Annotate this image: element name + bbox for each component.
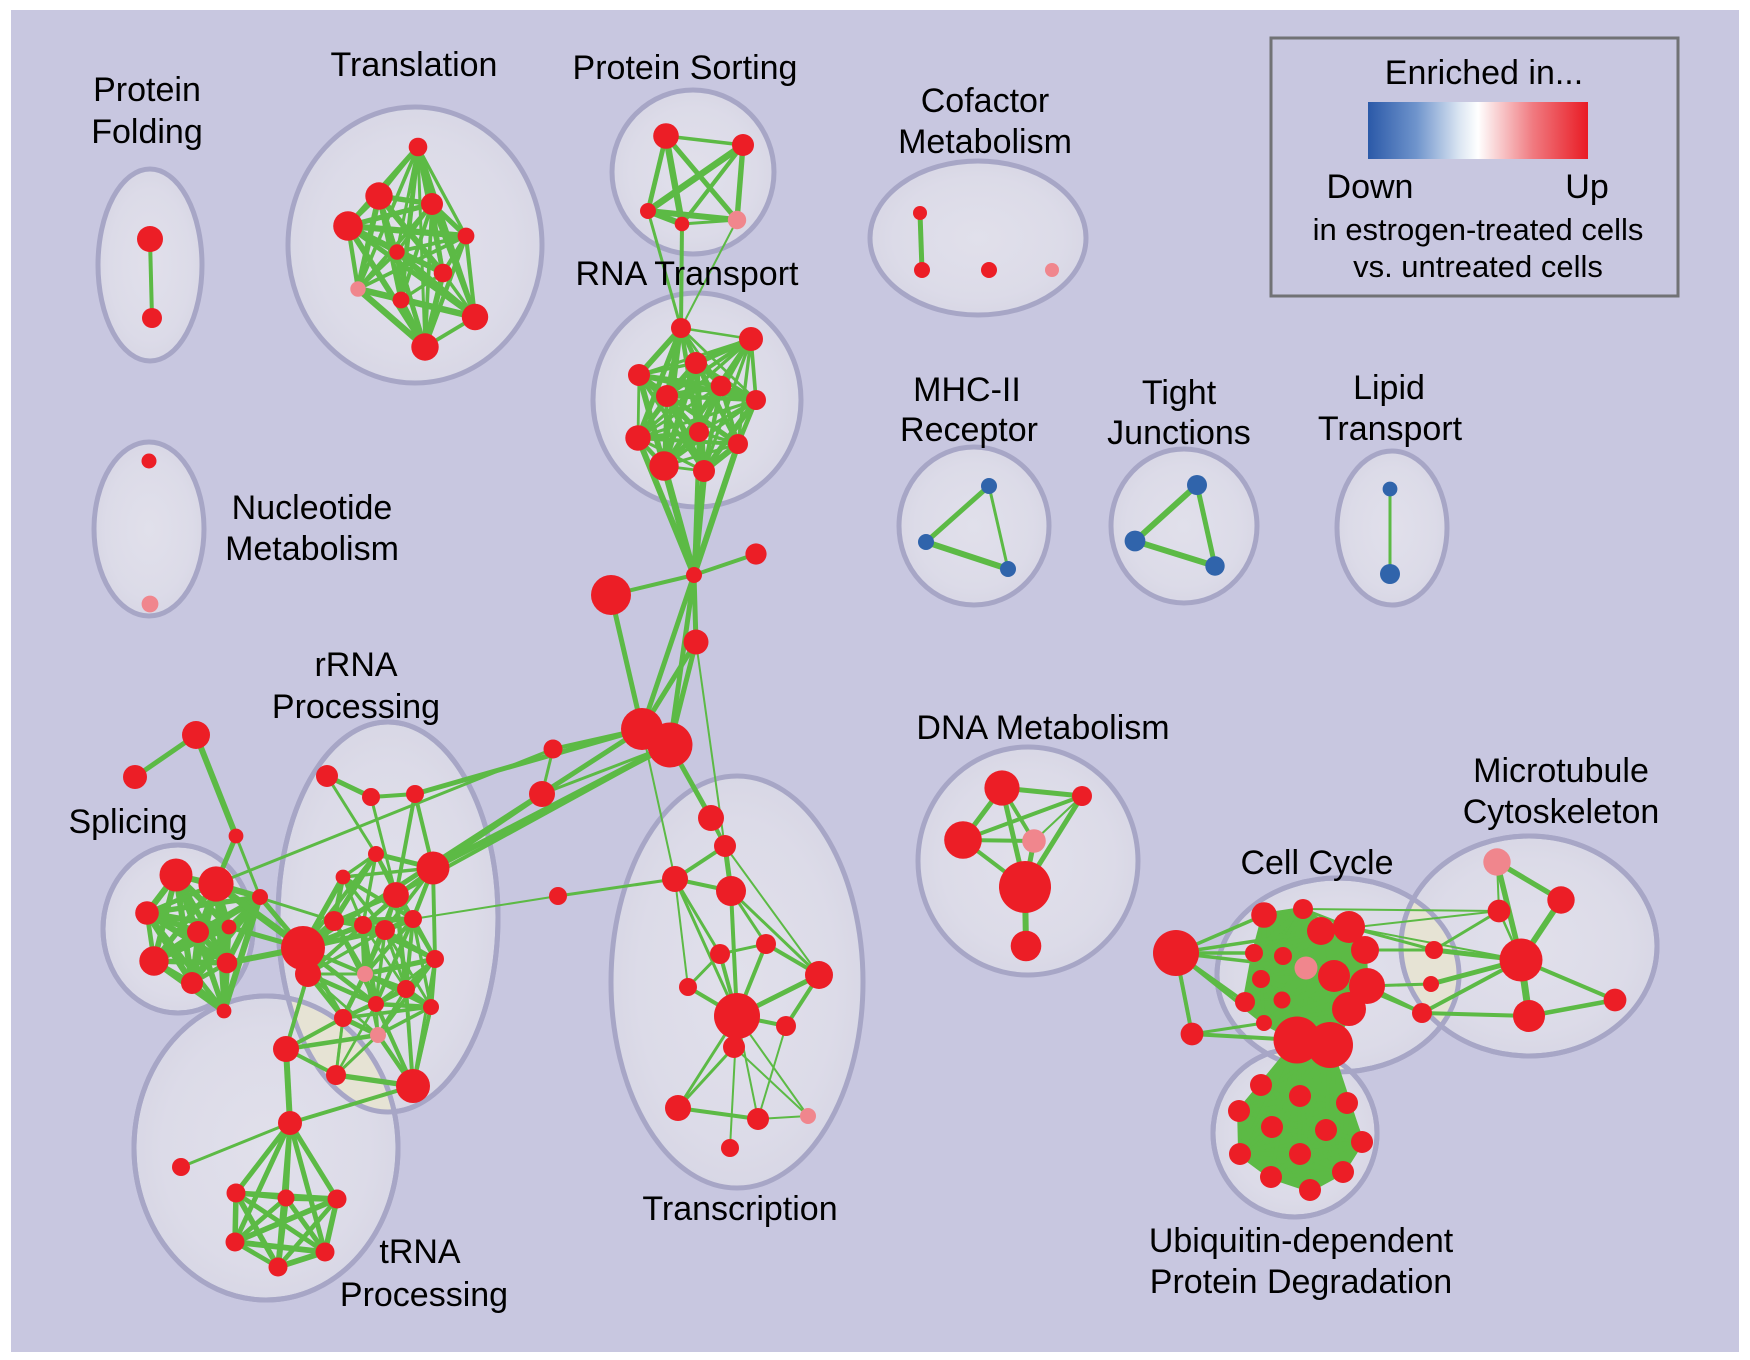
svg-text:MHC-II: MHC-II xyxy=(913,371,1021,409)
svg-text:Processing: Processing xyxy=(272,688,440,726)
svg-text:Metabolism: Metabolism xyxy=(898,123,1072,161)
svg-text:Ubiquitin-dependent: Ubiquitin-dependent xyxy=(1149,1222,1454,1260)
svg-text:Enriched in...: Enriched in... xyxy=(1385,54,1583,92)
svg-text:vs. untreated cells: vs. untreated cells xyxy=(1353,249,1603,284)
svg-text:in estrogen-treated cells: in estrogen-treated cells xyxy=(1313,212,1644,247)
svg-text:Transcription: Transcription xyxy=(642,1190,837,1228)
svg-text:Nucleotide: Nucleotide xyxy=(232,489,393,527)
svg-text:Protein: Protein xyxy=(93,71,201,109)
svg-text:Protein Sorting: Protein Sorting xyxy=(573,49,798,87)
svg-text:Junctions: Junctions xyxy=(1107,414,1251,452)
svg-text:Metabolism: Metabolism xyxy=(225,530,399,568)
svg-text:Folding: Folding xyxy=(91,113,203,151)
svg-text:Cofactor: Cofactor xyxy=(921,82,1050,120)
svg-text:Receptor: Receptor xyxy=(900,411,1038,449)
svg-text:Cytoskeleton: Cytoskeleton xyxy=(1463,793,1660,831)
svg-text:Translation: Translation xyxy=(331,46,498,84)
svg-text:Microtubule: Microtubule xyxy=(1473,752,1649,790)
svg-text:Processing: Processing xyxy=(340,1276,508,1314)
svg-text:Protein Degradation: Protein Degradation xyxy=(1150,1263,1452,1301)
svg-text:Down: Down xyxy=(1327,168,1414,206)
svg-text:DNA Metabolism: DNA Metabolism xyxy=(916,709,1169,747)
svg-text:Splicing: Splicing xyxy=(68,803,187,841)
svg-text:Cell Cycle: Cell Cycle xyxy=(1240,844,1393,882)
svg-text:Lipid: Lipid xyxy=(1353,369,1425,407)
svg-text:tRNA: tRNA xyxy=(379,1233,461,1271)
svg-text:Transport: Transport xyxy=(1318,410,1463,448)
svg-text:Up: Up xyxy=(1565,168,1608,206)
svg-text:rRNA: rRNA xyxy=(314,646,397,684)
svg-text:RNA Transport: RNA Transport xyxy=(576,255,800,293)
svg-text:Tight: Tight xyxy=(1142,374,1217,412)
